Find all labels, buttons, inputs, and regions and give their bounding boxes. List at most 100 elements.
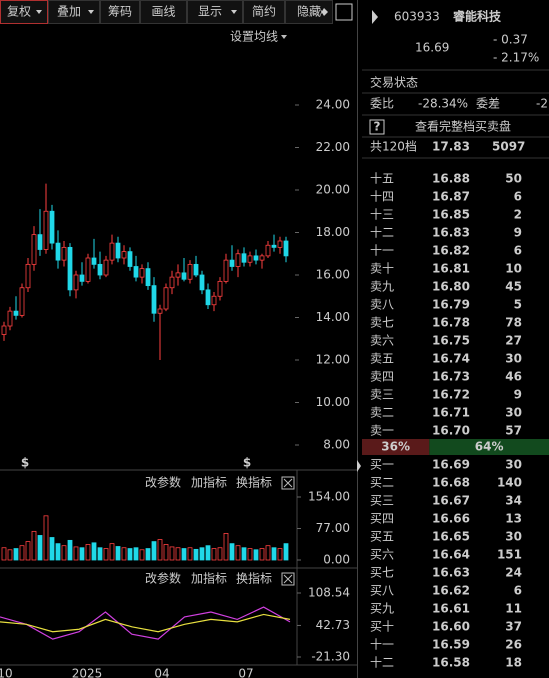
weicha-label: 委差	[476, 97, 500, 111]
candle-body	[121, 251, 127, 259]
volume-bar	[223, 533, 229, 561]
level-volume: 13	[505, 512, 522, 526]
dropdown-arrow	[88, 10, 94, 14]
close-icon	[283, 574, 293, 584]
volume-bar	[163, 544, 169, 561]
candle-body	[91, 257, 97, 265]
volume-bar	[199, 547, 205, 561]
toolbar-label[interactable]: 简约	[252, 4, 276, 19]
toolbar-button[interactable]	[48, 0, 100, 24]
indicator-line	[0, 606, 291, 640]
level-volume: 24	[505, 566, 522, 580]
full-book-link[interactable]: 查看完整档买卖盘	[415, 119, 511, 134]
dropdown-arrow	[231, 10, 237, 14]
volume-bar	[85, 544, 91, 561]
level-label: 买三	[370, 494, 394, 508]
level-price: 16.60	[432, 620, 470, 634]
level-volume: 78	[505, 316, 522, 330]
level-volume: 45	[505, 280, 522, 294]
volume-bar	[205, 545, 211, 561]
candle-body	[115, 242, 121, 259]
level-label: 买八	[370, 584, 394, 598]
stock-name: 睿能科技	[453, 9, 502, 24]
fullscreen-button[interactable]	[335, 3, 353, 21]
toolbar-button[interactable]	[243, 0, 285, 24]
candle-body	[271, 244, 277, 248]
volume-bar	[79, 547, 85, 561]
sell-ratio-bar	[362, 439, 430, 455]
indicator-button[interactable]: 改参数	[145, 475, 181, 490]
level-label: 卖九	[370, 280, 394, 294]
level-price: 16.81	[432, 262, 470, 276]
candle-body	[73, 274, 79, 291]
candle-body	[157, 308, 163, 314]
weibi-label: 委比	[370, 97, 394, 111]
indicator-button[interactable]: 换指标	[236, 571, 272, 586]
candle-body	[187, 263, 193, 280]
close-button[interactable]	[281, 572, 295, 586]
help-box[interactable]	[369, 119, 385, 135]
level-label: 十一	[370, 244, 394, 258]
level-price: 16.85	[432, 208, 470, 222]
toolbar-label[interactable]: 叠加	[57, 5, 81, 19]
candle-body	[211, 295, 217, 306]
volume-bar	[175, 547, 181, 561]
price-tick-label: 10.00	[316, 395, 350, 409]
level-label: 买九	[370, 602, 394, 616]
level-volume: 18	[505, 656, 522, 670]
volume-bar	[37, 535, 43, 561]
levels-label: 共120档	[370, 140, 417, 154]
toolbar-label[interactable]: 画线	[151, 5, 175, 19]
volume-bar	[55, 543, 61, 561]
expand-arrows	[319, 8, 328, 16]
volume-bar	[211, 548, 217, 561]
back-arrow[interactable]	[372, 10, 378, 24]
indicator-tick-label: 108.54	[308, 586, 350, 600]
toolbar-label[interactable]: 复权	[7, 5, 31, 19]
x-axis-label: 2025	[72, 667, 103, 678]
weibi-value: -28.34%	[418, 97, 468, 111]
price-tick-label: 24.00	[316, 98, 350, 112]
toolbar-button[interactable]	[100, 0, 140, 24]
ma-settings[interactable]: 设置均线	[230, 30, 278, 44]
level-label: 十三	[370, 208, 394, 222]
candle-body	[163, 287, 169, 310]
x-axis-label: 10	[0, 667, 13, 678]
levels-price: 17.83	[432, 140, 470, 154]
close-icon	[283, 478, 293, 488]
indicator-button[interactable]: 加指标	[191, 475, 227, 490]
candle-body	[19, 287, 25, 316]
volume-bar	[133, 547, 139, 561]
indicator-button[interactable]: 换指标	[236, 475, 272, 490]
volume-bar	[145, 548, 151, 561]
toolbar-button[interactable]	[0, 0, 48, 24]
volume-bar	[49, 537, 55, 561]
level-volume: 57	[505, 424, 522, 438]
level-price: 16.73	[432, 370, 470, 384]
level-price: 16.88	[432, 172, 470, 186]
help-icon[interactable]: ?	[374, 120, 381, 134]
volume-bar	[91, 542, 97, 561]
level-label: 卖一	[370, 424, 394, 438]
candle-body	[1, 325, 7, 335]
indicator-button[interactable]: 加指标	[191, 571, 227, 586]
candle-body	[97, 263, 103, 276]
level-price: 16.72	[432, 388, 470, 402]
collapse-arrow[interactable]	[357, 460, 361, 472]
signal-marker: $	[243, 456, 251, 470]
level-volume: 30	[505, 352, 522, 366]
level-price: 16.80	[432, 280, 470, 294]
toolbar-label[interactable]: 筹码	[108, 5, 132, 19]
level-label: 十四	[370, 190, 394, 204]
toolbar-button[interactable]	[187, 0, 243, 24]
weicha-value: -2	[536, 97, 548, 111]
indicator-button[interactable]: 改参数	[145, 571, 181, 586]
buy-ratio-bar	[429, 439, 549, 455]
close-button[interactable]	[281, 476, 295, 490]
toolbar-button[interactable]	[285, 0, 333, 24]
toolbar-button[interactable]	[140, 0, 187, 24]
volume-bar	[121, 547, 127, 561]
toolbar-label[interactable]: 显示	[198, 5, 222, 19]
volume-bar	[67, 539, 73, 561]
toolbar-label[interactable]: 隐藏	[297, 5, 321, 19]
